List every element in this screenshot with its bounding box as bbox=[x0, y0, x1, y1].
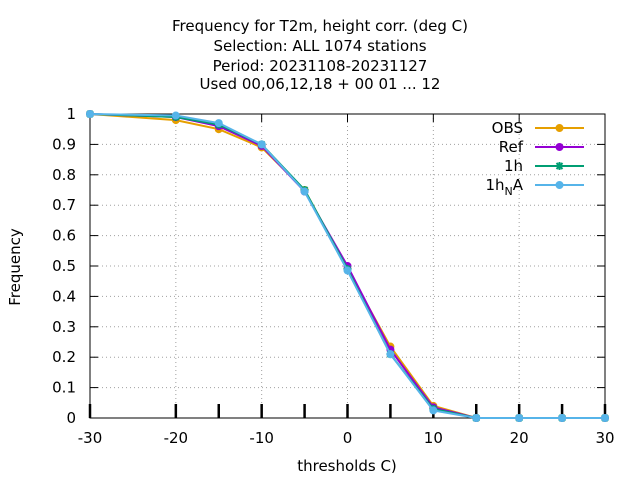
series-line bbox=[89, 113, 605, 419]
chart-title-line-4: Used 00,06,12,18 + 00 01 ... 12 bbox=[199, 75, 441, 93]
y-tick-label: 0.2 bbox=[52, 348, 76, 366]
series-layer bbox=[86, 110, 609, 422]
x-tick-label: -10 bbox=[249, 429, 274, 447]
data-point bbox=[472, 414, 481, 422]
legend-swatch-marker bbox=[555, 162, 564, 170]
plot-frame bbox=[89, 113, 606, 419]
data-point bbox=[386, 350, 395, 359]
y-tick-label: 0.8 bbox=[52, 166, 76, 184]
y-tick-label: 1 bbox=[66, 105, 76, 123]
data-point bbox=[171, 111, 180, 120]
data-point bbox=[558, 414, 567, 422]
y-tick-label: 0.4 bbox=[52, 287, 76, 305]
chart-title-line-2: Selection: ALL 1074 stations bbox=[213, 37, 427, 55]
data-point bbox=[300, 187, 309, 196]
x-tick-label: 30 bbox=[595, 429, 614, 447]
chart-title-line-1: Frequency for T2m, height corr. (deg C) bbox=[172, 17, 468, 35]
data-point bbox=[214, 119, 223, 128]
y-axis-label: Frequency bbox=[6, 228, 24, 306]
legend-swatch-marker bbox=[555, 124, 564, 132]
legend-label: 1h bbox=[504, 157, 523, 175]
y-tick-label: 0.7 bbox=[52, 196, 76, 214]
legend-label: Ref bbox=[499, 138, 524, 156]
data-point bbox=[429, 406, 438, 415]
x-tick-label: -20 bbox=[164, 429, 189, 447]
y-tick-label: 0.5 bbox=[52, 257, 76, 275]
y-tick-label: 0.3 bbox=[52, 318, 76, 336]
data-point bbox=[515, 414, 524, 422]
legend-label: OBS bbox=[492, 119, 523, 137]
axis-layer: 0 0.1 0.2 0.3 0.4 0.5 0.6 0.7 0.8 0.9 1 -30 -20 -10 0 1… bbox=[52, 105, 614, 447]
x-tick-label: 0 bbox=[343, 429, 353, 447]
y-tick-label: 0 bbox=[66, 409, 76, 427]
legend-swatch-marker bbox=[555, 143, 564, 151]
x-tick-label: -30 bbox=[78, 429, 103, 447]
legend-label: 1hNA bbox=[485, 176, 523, 198]
y-tick-label: 0.1 bbox=[52, 379, 76, 397]
series-3 bbox=[86, 110, 609, 422]
y-tick-label: 0.6 bbox=[52, 227, 76, 245]
legend-swatch-marker bbox=[555, 181, 564, 189]
x-tick-label: 10 bbox=[424, 429, 443, 447]
x-axis-label: thresholds C) bbox=[297, 457, 397, 475]
y-tick-label: 0.9 bbox=[52, 135, 76, 153]
data-point bbox=[601, 414, 609, 422]
data-point bbox=[343, 266, 352, 275]
chart-title-line-3: Period: 20231108-20231127 bbox=[212, 57, 428, 75]
data-point bbox=[257, 140, 266, 149]
x-tick-label: 20 bbox=[510, 429, 529, 447]
data-point bbox=[86, 110, 94, 118]
